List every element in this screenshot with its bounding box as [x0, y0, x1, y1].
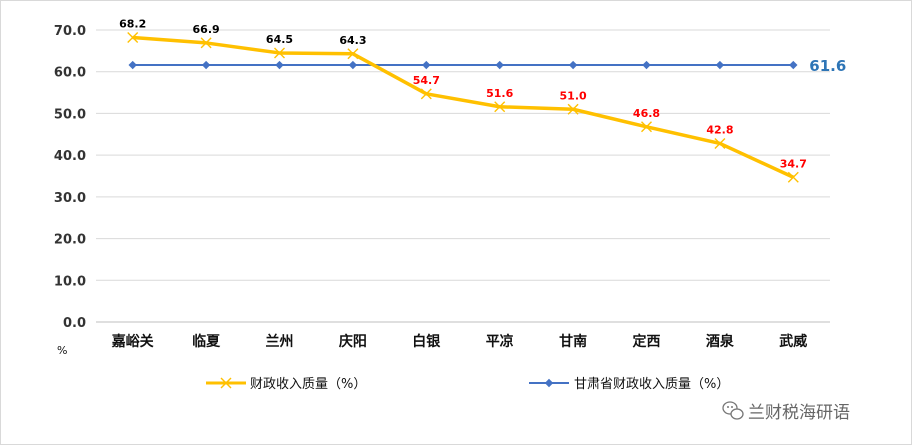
legend-marker-city [220, 377, 232, 389]
y-tick-label: 60.0 [54, 66, 86, 81]
legend-label-city: 财政收入质量（%） [250, 377, 366, 392]
province-point [422, 60, 431, 70]
x-category-label: 定西 [633, 333, 661, 350]
city-data-label: 51.0 [560, 89, 587, 102]
province-point [201, 60, 211, 70]
city-point [347, 48, 359, 60]
x-category-label: 平凉 [486, 333, 514, 350]
city-data-label: 64.5 [266, 33, 293, 46]
province-point [348, 60, 358, 70]
city-point [714, 137, 726, 149]
x-category-label: 庆阳 [339, 333, 367, 350]
legend: 财政收入质量（%） 甘肃省财政收入质量（%） [206, 377, 729, 392]
data-labels: 68.2 66.9 64.5 64.3 54.7 51.6 51.0 46.8 42.8 34.7 [119, 18, 807, 171]
city-data-label: 66.9 [193, 23, 220, 36]
province-point [495, 60, 504, 70]
x-category-label: 兰州 [266, 333, 294, 350]
x-category-label: 酒泉 [706, 333, 735, 350]
y-tick-label: 70.0 [54, 24, 86, 39]
city-point [420, 88, 432, 100]
province-end-label: 61.6 [809, 57, 846, 75]
province-series: 61.6 [128, 57, 846, 75]
gridlines [96, 29, 830, 323]
legend-item-province: 甘肃省财政收入质量（%） [529, 377, 729, 392]
y-tick-label: 50.0 [54, 107, 86, 122]
y-axis-ticks: 0.0 10.0 20.0 30.0 40.0 50.0 60.0 70.0 [54, 24, 86, 331]
y-axis-unit: % [57, 344, 67, 357]
y-tick-label: 40.0 [54, 149, 86, 164]
city-data-label: 34.7 [780, 157, 807, 170]
wechat-icon [722, 401, 744, 420]
province-point [128, 60, 137, 70]
y-tick-label: 20.0 [54, 233, 86, 248]
watermark: 兰财税海研语 [722, 401, 850, 423]
city-point [494, 101, 506, 113]
province-point [568, 60, 578, 70]
city-data-label: 54.7 [413, 74, 440, 87]
city-point [274, 47, 285, 59]
province-point [789, 60, 798, 70]
watermark-text: 兰财税海研语 [748, 403, 850, 423]
city-point [567, 103, 579, 115]
city-data-label: 46.8 [633, 107, 660, 120]
legend-marker-province [544, 378, 554, 388]
y-tick-label: 30.0 [54, 191, 86, 206]
city-line [132, 35, 795, 179]
legend-item-city: 财政收入质量（%） [206, 377, 366, 392]
city-data-label: 42.8 [706, 123, 733, 136]
x-category-label: 临夏 [192, 333, 221, 350]
x-category-label: 甘南 [559, 333, 587, 350]
city-data-label: 51.6 [486, 87, 513, 100]
province-point [715, 60, 725, 70]
city-point [787, 171, 799, 183]
city-point [641, 121, 652, 133]
province-point [642, 60, 651, 70]
x-category-label: 武威 [779, 333, 807, 350]
city-point [127, 32, 139, 44]
legend-label-province: 甘肃省财政收入质量（%） [574, 377, 729, 392]
city-data-label: 68.2 [119, 18, 146, 31]
city-data-label: 64.3 [339, 34, 366, 47]
province-point [275, 60, 284, 70]
y-tick-label: 0.0 [63, 316, 86, 331]
city-series [127, 32, 799, 183]
y-tick-label: 10.0 [54, 274, 86, 289]
x-axis-categories: 嘉峪关 临夏 兰州 庆阳 白银 平凉 甘南 定西 酒泉 武威 [111, 333, 808, 350]
city-point [200, 37, 212, 49]
x-category-label: 白银 [412, 333, 441, 350]
x-category-label: 嘉峪关 [111, 333, 154, 350]
